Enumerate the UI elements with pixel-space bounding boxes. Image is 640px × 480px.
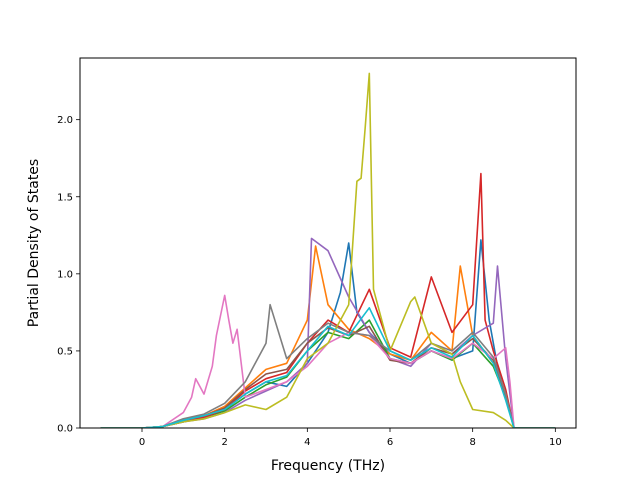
x-axis-label: Frequency (THz) [271, 458, 385, 474]
x-tick-label: 2 [221, 437, 227, 448]
series-line-9 [100, 72, 556, 428]
y-tick-label: 2.0 [57, 115, 73, 126]
x-tick-label: 6 [387, 437, 393, 448]
series-layer [100, 72, 556, 428]
x-axis: 0 2 4 6 8 10 [139, 428, 562, 448]
y-tick-label: 1.5 [57, 192, 73, 203]
series-line-8 [100, 303, 556, 428]
y-axis: 0.0 0.5 1.0 1.5 2.0 [57, 115, 80, 435]
series-line-10 [100, 306, 556, 428]
y-tick-label: 0.0 [57, 424, 73, 435]
series-line-4 [100, 172, 556, 428]
y-tick-label: 0.5 [57, 346, 73, 357]
x-tick-label: 8 [469, 437, 475, 448]
x-tick-label: 0 [139, 437, 145, 448]
plot-frame [79, 57, 577, 429]
x-tick-label: 10 [549, 437, 562, 448]
series-line-7 [100, 294, 556, 428]
y-axis-label: Partial Density of States [26, 159, 42, 327]
y-tick-label: 1.0 [57, 269, 73, 280]
x-tick-label: 4 [304, 437, 310, 448]
